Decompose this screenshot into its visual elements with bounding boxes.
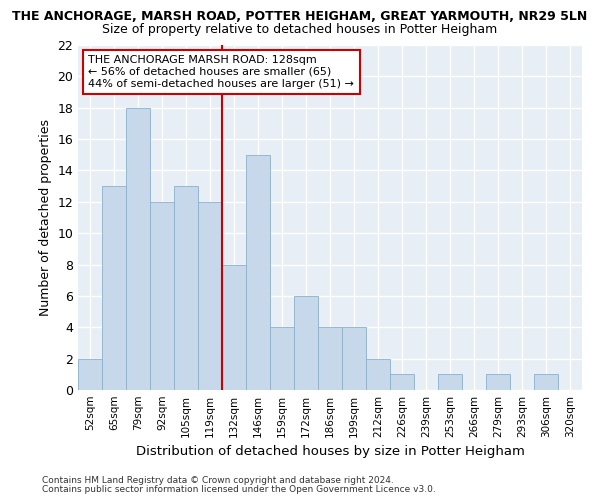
Bar [102, 186, 126, 390]
Bar [126, 108, 150, 390]
Bar [294, 296, 318, 390]
Bar [246, 155, 270, 390]
Bar [486, 374, 510, 390]
Text: Size of property relative to detached houses in Potter Heigham: Size of property relative to detached ho… [103, 22, 497, 36]
Y-axis label: Number of detached properties: Number of detached properties [39, 119, 52, 316]
Bar [150, 202, 174, 390]
Bar [174, 186, 198, 390]
Text: Contains public sector information licensed under the Open Government Licence v3: Contains public sector information licen… [42, 485, 436, 494]
Bar [342, 328, 366, 390]
Bar [78, 358, 102, 390]
Bar [270, 328, 294, 390]
Text: Contains HM Land Registry data © Crown copyright and database right 2024.: Contains HM Land Registry data © Crown c… [42, 476, 394, 485]
Bar [438, 374, 462, 390]
Bar [366, 358, 390, 390]
Bar [222, 264, 246, 390]
Bar [198, 202, 222, 390]
Text: THE ANCHORAGE MARSH ROAD: 128sqm
← 56% of detached houses are smaller (65)
44% o: THE ANCHORAGE MARSH ROAD: 128sqm ← 56% o… [88, 56, 354, 88]
Text: THE ANCHORAGE, MARSH ROAD, POTTER HEIGHAM, GREAT YARMOUTH, NR29 5LN: THE ANCHORAGE, MARSH ROAD, POTTER HEIGHA… [13, 10, 587, 23]
Bar [318, 328, 342, 390]
Bar [390, 374, 414, 390]
X-axis label: Distribution of detached houses by size in Potter Heigham: Distribution of detached houses by size … [136, 446, 524, 458]
Bar [534, 374, 558, 390]
